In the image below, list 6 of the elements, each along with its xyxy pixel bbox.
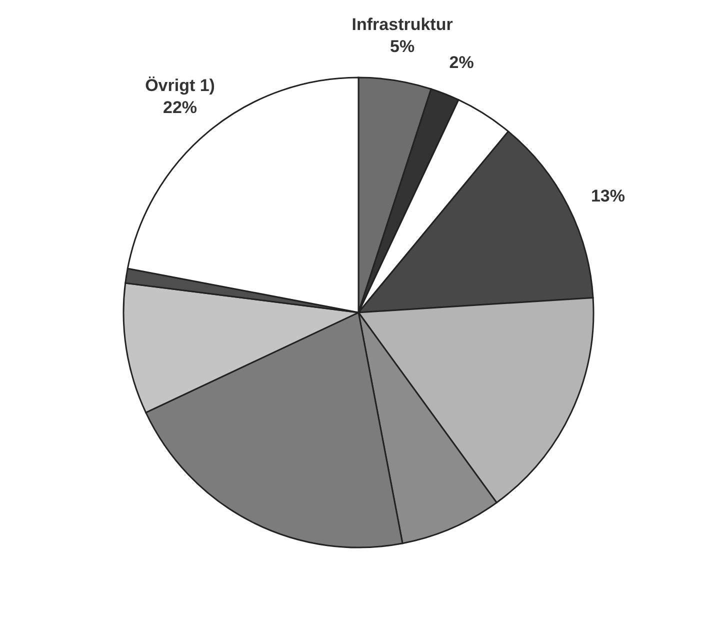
slice-label: Infrastruktur [352, 14, 454, 34]
data-label: 2% [449, 53, 474, 72]
slice-label: Övrigt 1) [145, 76, 215, 95]
data-label: 13% [590, 186, 625, 206]
data-label: 22% [163, 98, 198, 117]
data-label: 5% [390, 36, 415, 56]
